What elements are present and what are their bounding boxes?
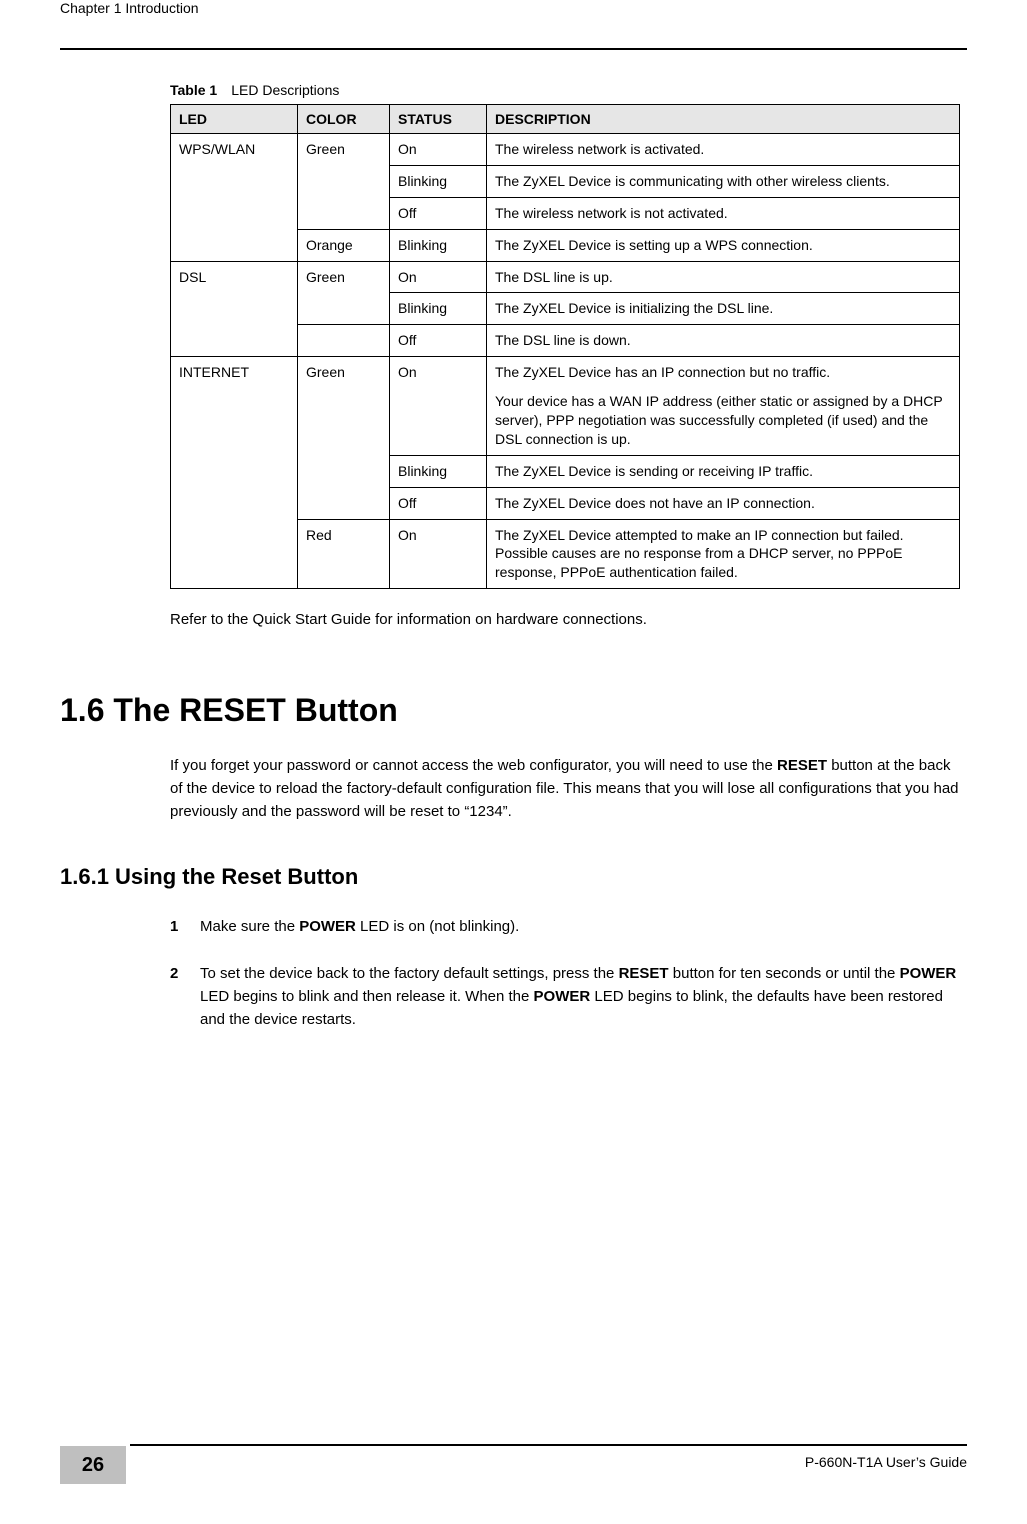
step-1-pre: Make sure the [200, 918, 299, 935]
guide-name: P-660N-T1A User’s Guide [805, 1446, 967, 1470]
table-caption-title: LED Descriptions [231, 82, 339, 98]
cell-desc: The wireless network is activated. [487, 134, 960, 166]
cell-color: Red [298, 519, 390, 589]
after-table-note: Refer to the Quick Start Guide for infor… [170, 609, 967, 632]
section-1-6-body-pre: If you forget your password or cannot ac… [170, 757, 777, 774]
cell-status: Blinking [390, 455, 487, 487]
col-header-description: DESCRIPTION [487, 105, 960, 134]
cell-led: WPS/WLAN [171, 134, 298, 262]
table-caption: Table 1LED Descriptions [170, 82, 967, 98]
cell-desc: The ZyXEL Device is setting up a WPS con… [487, 229, 960, 261]
cell-desc: The ZyXEL Device is initializing the DSL… [487, 293, 960, 325]
section-1-6-body: If you forget your password or cannot ac… [170, 754, 967, 824]
page-footer: 26 P-660N-T1A User’s Guide [0, 1444, 1027, 1484]
step-1-bold: POWER [299, 918, 356, 935]
cell-status: Off [390, 197, 487, 229]
table-row: DSL Green On The DSL line is up. [171, 261, 960, 293]
table-row: INTERNET Green On The ZyXEL Device has a… [171, 357, 960, 456]
step-2-mid2: LED begins to blink and then release it.… [200, 988, 534, 1005]
cell-status: Off [390, 487, 487, 519]
cell-desc: The ZyXEL Device has an IP connection bu… [487, 357, 960, 456]
cell-color: Green [298, 357, 390, 519]
step-2-b3: POWER [534, 988, 591, 1005]
cell-color [298, 325, 390, 357]
section-1-6-heading: 1.6 The RESET Button [60, 692, 967, 729]
running-header: Chapter 1 Introduction [60, 0, 967, 20]
cell-desc: The DSL line is up. [487, 261, 960, 293]
col-header-led: LED [171, 105, 298, 134]
step-2-pre: To set the device back to the factory de… [200, 965, 619, 982]
cell-color: Orange [298, 229, 390, 261]
cell-desc-p1: The ZyXEL Device has an IP connection bu… [495, 363, 951, 382]
step-2: To set the device back to the factory de… [170, 962, 967, 1032]
cell-status: On [390, 134, 487, 166]
col-header-status: STATUS [390, 105, 487, 134]
header-rule [60, 48, 967, 50]
reset-steps-list: Make sure the POWER LED is on (not blink… [170, 915, 967, 1032]
table-header-row: LED COLOR STATUS DESCRIPTION [171, 105, 960, 134]
document-page: Chapter 1 Introduction Table 1LED Descri… [0, 0, 1027, 1524]
cell-desc: The ZyXEL Device does not have an IP con… [487, 487, 960, 519]
page-number: 26 [60, 1446, 126, 1484]
cell-status: On [390, 519, 487, 589]
cell-desc: The DSL line is down. [487, 325, 960, 357]
cell-status: Blinking [390, 293, 487, 325]
table-caption-label: Table 1 [170, 82, 231, 98]
cell-status: Blinking [390, 165, 487, 197]
cell-status: On [390, 357, 487, 456]
cell-status: Off [390, 325, 487, 357]
footer-row: 26 P-660N-T1A User’s Guide [0, 1446, 1027, 1484]
step-2-mid1: button for ten seconds or until the [669, 965, 900, 982]
step-1-post: LED is on (not blinking). [356, 918, 519, 935]
step-1: Make sure the POWER LED is on (not blink… [170, 915, 967, 938]
cell-desc: The ZyXEL Device is sending or receiving… [487, 455, 960, 487]
section-1-6-1-heading: 1.6.1 Using the Reset Button [60, 864, 967, 890]
cell-status: Blinking [390, 229, 487, 261]
cell-led: DSL [171, 261, 298, 357]
section-1-6-body-bold: RESET [777, 757, 827, 774]
table-row: WPS/WLAN Green On The wireless network i… [171, 134, 960, 166]
cell-desc-p2: Your device has a WAN IP address (either… [495, 392, 951, 449]
led-descriptions-table: LED COLOR STATUS DESCRIPTION WPS/WLAN Gr… [170, 104, 960, 589]
col-header-color: COLOR [298, 105, 390, 134]
cell-status: On [390, 261, 487, 293]
step-2-b2: POWER [900, 965, 957, 982]
step-2-b1: RESET [619, 965, 669, 982]
cell-desc: The ZyXEL Device attempted to make an IP… [487, 519, 960, 589]
cell-led: INTERNET [171, 357, 298, 589]
cell-color: Green [298, 261, 390, 325]
cell-desc: The wireless network is not activated. [487, 197, 960, 229]
cell-color: Green [298, 134, 390, 230]
cell-desc: The ZyXEL Device is communicating with o… [487, 165, 960, 197]
